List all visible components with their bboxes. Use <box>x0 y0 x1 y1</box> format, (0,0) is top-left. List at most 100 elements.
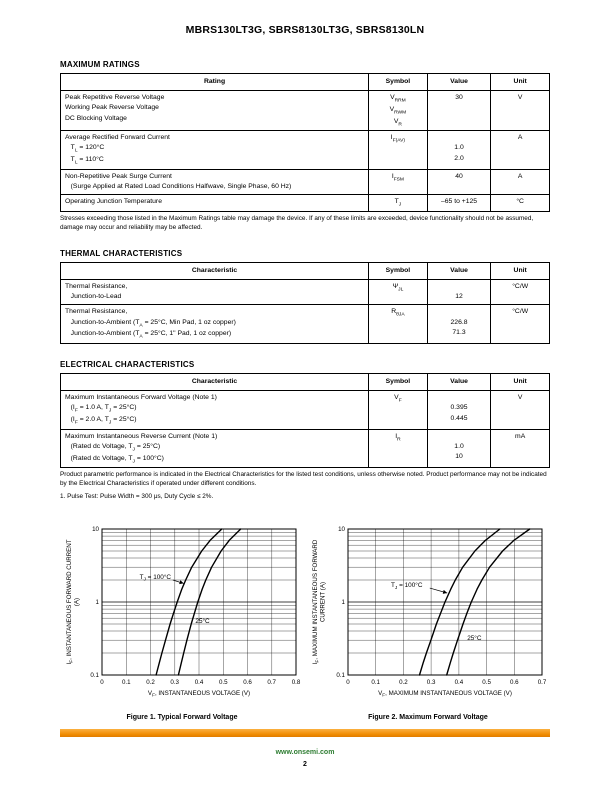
svg-text:1: 1 <box>96 599 100 606</box>
unit-cell: °C <box>490 194 550 212</box>
svg-text:IF​, MAXIMUM INSTANTANEOUS FOR: IF​, MAXIMUM INSTANTANEOUS FORWARD <box>312 539 320 664</box>
svg-text:25°C: 25°C <box>195 617 210 625</box>
thermal-characteristics-table: Characteristic Symbol Value Unit Thermal Res… <box>59 261 550 344</box>
symbol-cell: ΨJL <box>368 278 428 306</box>
svg-text:10: 10 <box>338 526 345 533</box>
symbol-cell: IFSM <box>368 168 428 196</box>
characteristic-cell: Average Rectified Forward Current TL = 1… <box>59 130 370 170</box>
characteristic-cell: Thermal Resistance, Junction-to-Lead <box>59 278 370 306</box>
column-header: Symbol <box>368 72 428 92</box>
table-row: Thermal Resistance, Junction-to-Ambient … <box>59 304 550 344</box>
symbol-cell: TJ <box>368 194 428 212</box>
unit-cell: A <box>490 168 550 196</box>
svg-text:10: 10 <box>92 526 99 533</box>
svg-text:CURRENT (A): CURRENT (A) <box>320 582 327 622</box>
maximum-ratings-heading: MAXIMUM RATINGS <box>60 60 140 69</box>
spec-table: Characteristic Symbol Value Unit Thermal Res… <box>59 261 550 344</box>
svg-text:0.1: 0.1 <box>371 679 380 686</box>
svg-text:0.6: 0.6 <box>243 679 252 686</box>
datasheet-page: MBRS130LT3G, SBRS8130LT3G, SBRS8130LN MA… <box>59 24 550 721</box>
column-header: Unit <box>490 261 550 281</box>
svg-text:IF​, INSTANTANEOUS FORWARD CUR: IF​, INSTANTANEOUS FORWARD CURRENT <box>66 539 74 664</box>
column-header: Unit <box>490 72 550 92</box>
svg-text:0.2: 0.2 <box>399 679 408 686</box>
svg-text:VF​, INSTANTANEOUS VOLTAGE (V): VF​, INSTANTANEOUS VOLTAGE (V) <box>148 690 250 698</box>
svg-text:(A): (A) <box>74 598 81 606</box>
column-header: Value <box>426 372 492 392</box>
symbol-cell: RθJA <box>368 304 428 344</box>
table-row: Peak Repetitive Reverse Voltage Working P… <box>59 90 550 132</box>
svg-text:0.5: 0.5 <box>482 679 491 686</box>
svg-text:25°C: 25°C <box>467 634 482 642</box>
parametric-note: Product parametric performance is indica… <box>60 471 547 488</box>
column-header: Symbol <box>368 261 428 281</box>
unit-cell: V <box>490 90 550 132</box>
table-row: Thermal Resistance, Junction-to-Lead ΨJL 1… <box>59 278 550 306</box>
symbol-cell: IF(AV) <box>368 130 428 170</box>
footer-rule <box>60 729 550 737</box>
figure-1-caption: Figure 1. Typical Forward Voltage <box>126 714 238 722</box>
unit-cell: A <box>490 130 550 170</box>
svg-text:0.3: 0.3 <box>427 679 436 686</box>
pulse-test-note: 1. Pulse Test: Pulse Width = 300 μs, Dut… <box>60 493 214 501</box>
value-cell: 226.8 71.3 <box>426 304 492 344</box>
characteristic-cell: Maximum Instantaneous Forward Voltage (N… <box>59 390 370 430</box>
electrical-characteristics-heading: ELECTRICAL CHARACTERISTICS <box>60 359 195 369</box>
maximum-ratings-table: Rating Symbol Value Unit Peak Repetitive Rev… <box>59 72 550 212</box>
symbol-cell: IR <box>368 428 428 469</box>
svg-text:0: 0 <box>100 679 104 686</box>
onsemi-link[interactable]: www.onsemi.com <box>275 749 335 756</box>
column-header: Characteristic <box>59 261 370 281</box>
value-cell: –65 to +125 <box>426 194 492 212</box>
value-cell: 0.395 0.445 <box>426 390 492 430</box>
page-footer: www.onsemi.com 2 <box>60 729 550 768</box>
symbol-cell: VF <box>368 390 428 430</box>
value-cell: 30 <box>426 90 492 132</box>
column-header: Unit <box>490 372 550 392</box>
page-number: 2 <box>303 761 307 768</box>
spec-table: Characteristic Symbol Value Unit Maximum Ins… <box>59 372 550 469</box>
header-row: Characteristic Symbol Value Unit <box>59 372 550 392</box>
value-cell: 1.0 2.0 <box>426 130 492 170</box>
spec-table: Rating Symbol Value Unit Peak Repetitive Rev… <box>59 72 550 212</box>
value-cell: 40 <box>426 168 492 196</box>
value-cell: 12 <box>426 278 492 306</box>
unit-cell: mA <box>490 428 550 469</box>
unit-cell: °C/W <box>490 278 550 306</box>
page-title: MBRS130LT3G, SBRS8130LT3G, SBRS8130LN <box>185 24 425 36</box>
thermal-characteristics-section: THERMAL CHARACTERISTICS Characteristic Sy… <box>59 248 550 344</box>
column-header: Symbol <box>368 372 428 392</box>
svg-text:0.7: 0.7 <box>538 679 547 686</box>
column-header: Value <box>426 261 492 281</box>
svg-text:0.7: 0.7 <box>267 679 276 686</box>
svg-text:0: 0 <box>346 679 350 686</box>
svg-text:0.5: 0.5 <box>219 679 228 686</box>
thermal-characteristics-heading: THERMAL CHARACTERISTICS <box>60 248 183 258</box>
table-row: Maximum Instantaneous Forward Voltage (N… <box>59 390 550 430</box>
table-row: Operating Junction Temperature TJ –65 to +… <box>59 194 550 212</box>
svg-text:0.4: 0.4 <box>195 679 204 686</box>
svg-text:0.2: 0.2 <box>146 679 155 686</box>
column-header: Value <box>426 72 492 92</box>
stress-note: Stresses exceeding those listed in the M… <box>60 214 534 231</box>
characteristic-cell: Non-Repetitive Peak Surge Current (Surge… <box>59 168 370 196</box>
header-row: Rating Symbol Value Unit <box>59 72 550 92</box>
svg-text:0.4: 0.4 <box>455 679 464 686</box>
svg-text:TJ​ = 100°C: TJ​ = 100°C <box>391 581 423 591</box>
maximum-ratings-section: MAXIMUM RATINGS Rating Symbol Value Unit Pea… <box>59 60 550 233</box>
table-row: Maximum Instantaneous Reverse Current (N… <box>59 428 550 469</box>
electrical-characteristics-section: ELECTRICAL CHARACTERISTICS Characteristi… <box>59 359 550 502</box>
column-header: Rating <box>59 72 370 92</box>
header-row: Characteristic Symbol Value Unit <box>59 261 550 281</box>
table-row: Non-Repetitive Peak Surge Current (Surge… <box>59 168 550 196</box>
unit-cell: °C/W <box>490 304 550 344</box>
svg-text:0.8: 0.8 <box>292 679 301 686</box>
figure-2-caption: Figure 2. Maximum Forward Voltage <box>368 714 488 722</box>
table-row: Average Rectified Forward Current TL = 1… <box>59 130 550 170</box>
svg-text:0.3: 0.3 <box>170 679 179 686</box>
